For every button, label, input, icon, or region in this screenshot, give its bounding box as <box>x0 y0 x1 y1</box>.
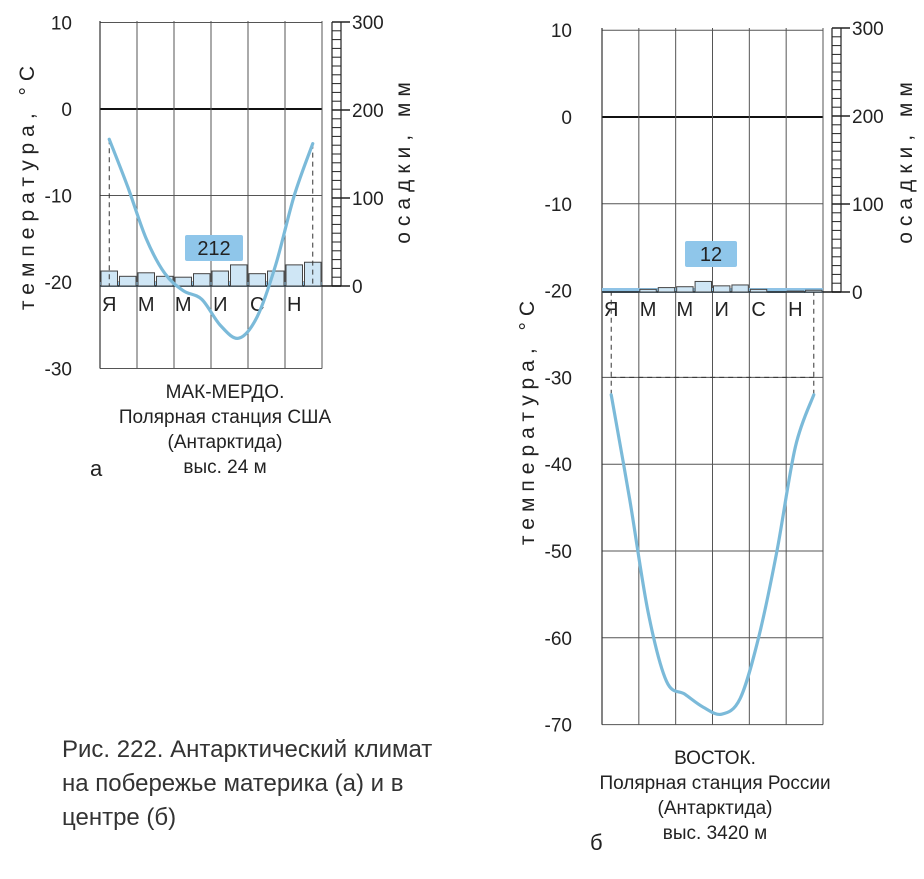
month-label: М <box>640 299 657 321</box>
temp-tick-label: 0 <box>61 100 72 121</box>
precip-tick-label: 200 <box>852 107 884 128</box>
station-name-a: МАК-МЕРДО. <box>165 382 285 403</box>
month-label: М <box>677 299 694 321</box>
temp-tick-label: -50 <box>545 542 572 563</box>
temp-tick-label: 10 <box>551 21 572 42</box>
precip-bar <box>193 273 211 287</box>
panel-letter-a: а <box>90 456 103 481</box>
precip-total-box <box>185 235 243 261</box>
month-label: С <box>751 299 765 321</box>
station-altitude-a: выс. 24 м <box>183 457 267 478</box>
precip-total-label: 12 <box>700 244 722 266</box>
precip-bar <box>713 285 731 293</box>
precip-bar <box>230 264 248 287</box>
station-altitude-b: выс. 3420 м <box>662 823 768 844</box>
precip-bar <box>786 290 805 293</box>
precip-bar <box>657 287 676 293</box>
precip-bar <box>285 264 303 287</box>
temp-tick-label: -20 <box>545 282 572 303</box>
precip-tick-label: 300 <box>352 13 384 34</box>
panel-letter-b: б <box>590 830 603 855</box>
station-region-a: (Антарктида) <box>167 432 283 453</box>
temp-tick-label: 0 <box>561 108 572 129</box>
month-label: М <box>138 294 155 316</box>
precip-tick-label: 100 <box>352 189 384 210</box>
station-desc-a: Полярная станция США <box>118 407 332 428</box>
precip-baseline-band <box>602 288 823 293</box>
precip-bar <box>749 288 768 293</box>
temp-tick-label: -20 <box>45 273 72 294</box>
precip-bar <box>694 280 712 293</box>
precip-bar <box>731 284 749 293</box>
precip-bar <box>248 273 266 287</box>
temp-tick-label: -70 <box>545 716 572 737</box>
temp-tick-label: -10 <box>545 195 572 216</box>
caption-a: МАК-МЕРДО. Полярная станция США (Антаркт… <box>70 380 380 480</box>
precip-total-label: 212 <box>197 238 230 260</box>
precip-bar <box>211 270 229 287</box>
precipitation-axis-label: осадки, мм <box>392 76 415 244</box>
station-name-b: ВОСТОК. <box>674 748 756 769</box>
temperature-curve <box>107 137 315 340</box>
precip-total-box <box>685 241 737 267</box>
precip-tick-label: 0 <box>352 277 363 298</box>
temp-tick-label: 10 <box>51 14 72 35</box>
precip-bar <box>676 286 694 293</box>
month-label: Я <box>102 294 116 316</box>
precipitation-axis-label: осадки, мм <box>894 76 917 244</box>
precip-bar <box>805 289 823 293</box>
temperature-axis-label: температура, °С <box>516 295 539 545</box>
precip-tick-label: 200 <box>352 101 384 122</box>
month-label: И <box>213 294 227 316</box>
month-label: Н <box>287 294 301 316</box>
figure-caption: Рис. 222. Антарктический климат на побер… <box>62 736 433 831</box>
temperature-axis-label: температура, °С <box>16 60 39 310</box>
precip-bar <box>174 276 192 287</box>
precip-tick-label: 0 <box>852 283 863 304</box>
precip-tick-label: 300 <box>852 19 884 40</box>
month-label: Н <box>788 299 802 321</box>
precip-bar <box>137 272 155 287</box>
temp-tick-label: -40 <box>545 455 572 476</box>
temperature-curve <box>609 393 816 717</box>
station-region-b: (Антарктида) <box>657 798 773 819</box>
temp-tick-label: -10 <box>45 187 72 208</box>
month-label: М <box>175 294 192 316</box>
temp-tick-label: -60 <box>545 629 572 650</box>
temp-tick-label: -30 <box>545 368 572 389</box>
month-label: И <box>715 299 729 321</box>
caption-b: ВОСТОК. Полярная станция России (Антаркт… <box>560 746 870 846</box>
temp-tick-label: -30 <box>45 360 72 381</box>
station-desc-b: Полярная станция России <box>599 773 831 794</box>
precip-baseline-band <box>100 282 322 287</box>
precip-bar <box>119 275 137 287</box>
precip-bar <box>639 288 657 293</box>
precip-tick-label: 100 <box>852 195 884 216</box>
